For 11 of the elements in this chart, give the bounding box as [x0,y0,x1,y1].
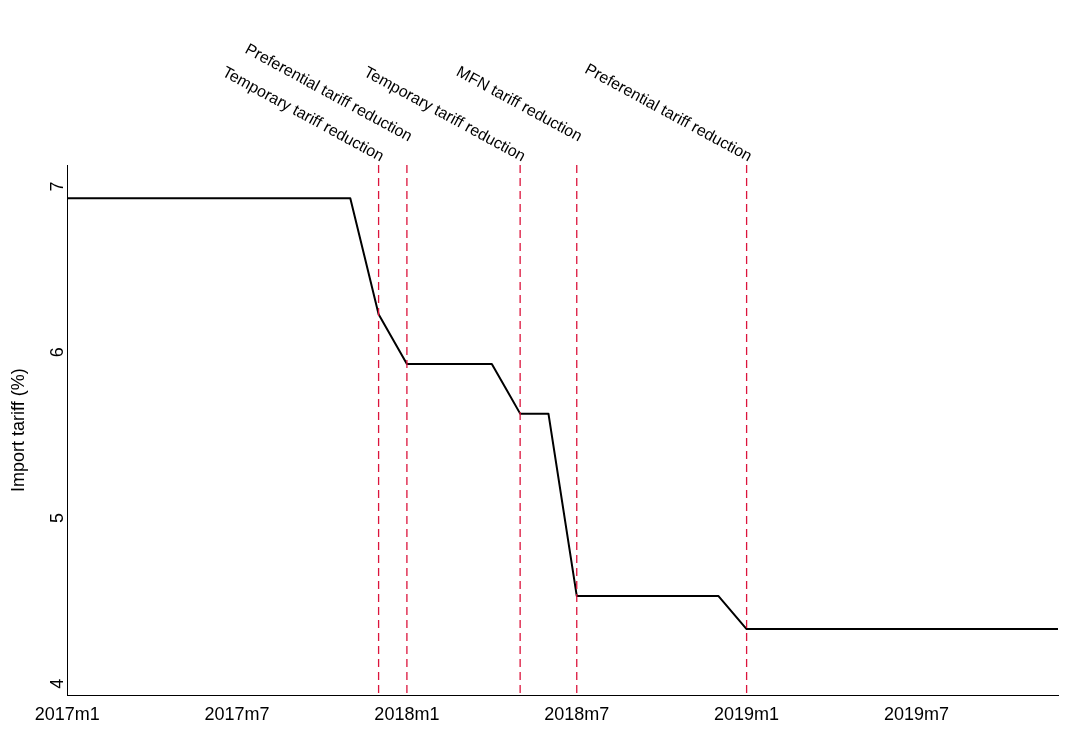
y-tick-label: 7 [47,181,68,192]
y-tick-label: 6 [47,347,68,358]
y-tick-label: 5 [47,513,68,524]
x-tick-label: 2018m1 [374,704,440,725]
x-tick-label: 2019m1 [714,704,780,725]
y-axis-title: Import tariff (%) [7,368,28,493]
x-tick-label: 2017m7 [204,704,270,725]
x-tick-label: 2018m7 [544,704,610,725]
x-tick-label: 2019m7 [883,704,949,725]
y-tick-label: 4 [47,678,68,689]
x-tick-label: 2017m1 [34,704,100,725]
